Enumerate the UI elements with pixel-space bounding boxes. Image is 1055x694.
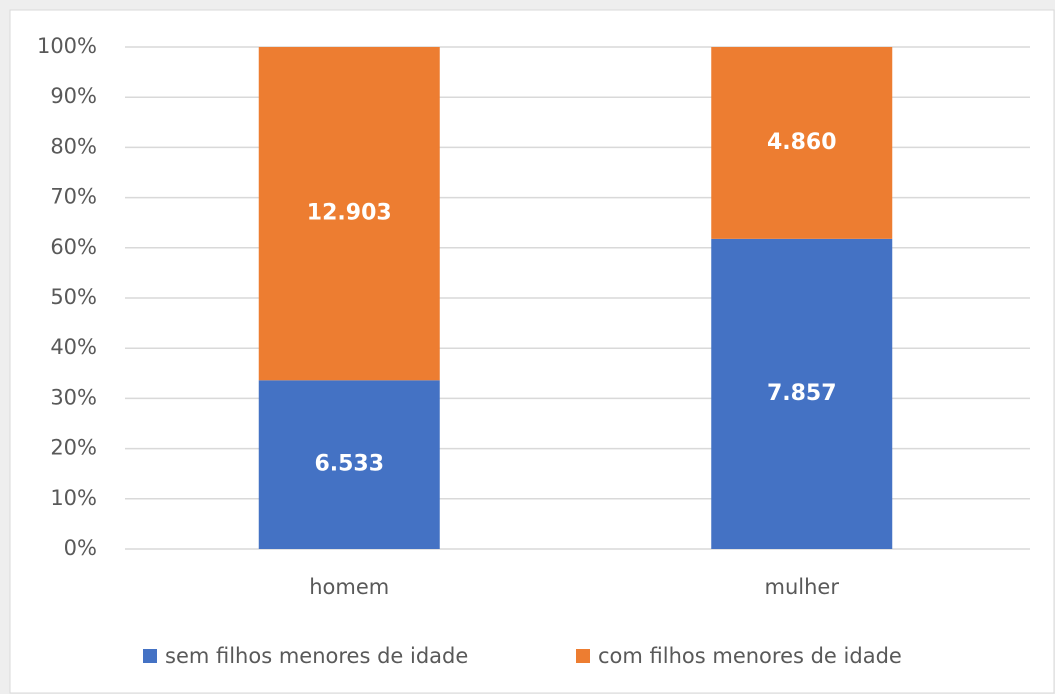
bar-segment xyxy=(258,47,440,381)
x-tick-label: homem xyxy=(309,575,389,599)
legend-swatch xyxy=(143,649,157,663)
y-tick-label: 90% xyxy=(50,84,97,108)
bar-segment xyxy=(258,380,440,549)
y-tick-label: 10% xyxy=(50,486,97,510)
y-tick-label: 40% xyxy=(50,335,97,359)
value-label: 12.903 xyxy=(307,201,392,226)
x-tick-label: mulher xyxy=(765,575,840,599)
legend-swatch xyxy=(576,649,590,663)
value-label: 4.860 xyxy=(767,130,837,155)
bar-segment xyxy=(711,238,893,549)
bar-segment xyxy=(711,47,893,239)
y-tick-label: 70% xyxy=(50,185,97,209)
y-tick-label: 80% xyxy=(50,134,97,158)
y-tick-label: 0% xyxy=(64,536,97,560)
value-label: 7.857 xyxy=(767,381,837,406)
y-tick-label: 100% xyxy=(37,34,97,58)
legend-label: com filhos menores de idade xyxy=(598,644,902,668)
y-tick-label: 30% xyxy=(50,385,97,409)
legend-label: sem filhos menores de idade xyxy=(165,644,468,668)
y-tick-label: 50% xyxy=(50,285,97,309)
y-tick-label: 20% xyxy=(50,436,97,460)
y-tick-label: 60% xyxy=(50,235,97,259)
chart-area xyxy=(9,9,1055,694)
value-label: 6.533 xyxy=(314,452,384,477)
